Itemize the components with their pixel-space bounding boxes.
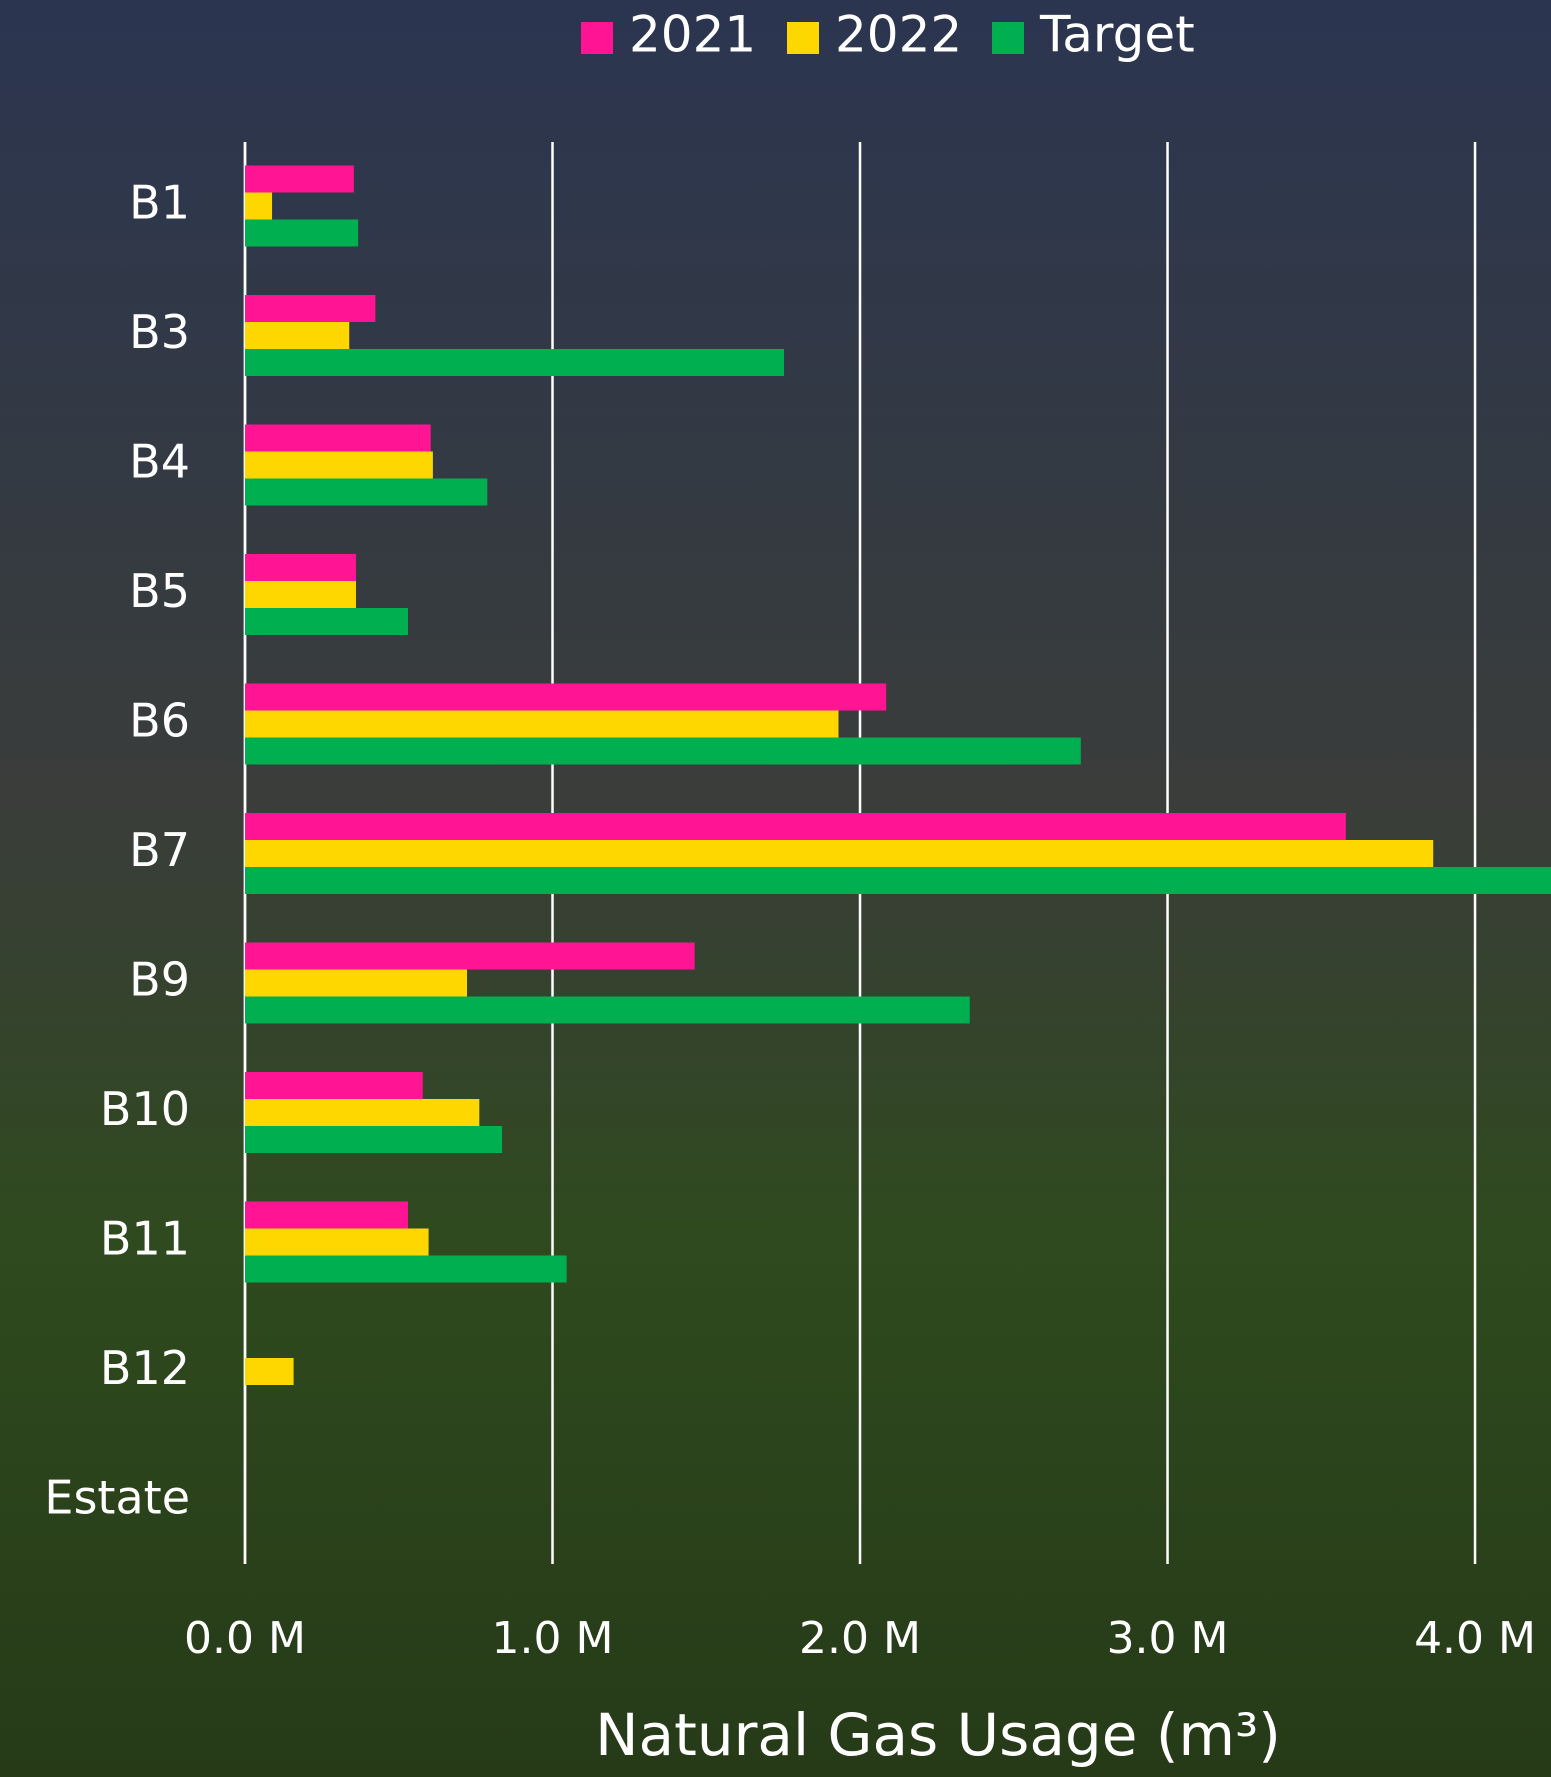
x-tick-label: 1.0 M [492,1613,614,1664]
bar [245,996,970,1024]
bar [245,840,1434,867]
x-tick-label: 4.0 M [1414,1613,1536,1664]
legend-swatch [992,22,1024,54]
bar [245,813,1346,840]
y-tick-label: B9 [129,953,190,1007]
bar [245,942,695,970]
x-tick-label: 0.0 M [184,1613,306,1664]
bar [245,295,376,322]
x-axis-title: Natural Gas Usage (m³) [595,1701,1281,1769]
bar [245,1255,567,1283]
bar [245,969,468,997]
bar [245,1099,480,1126]
bar [245,1358,294,1385]
legend-label: 2021 [629,6,756,64]
legend-label: 2022 [835,6,962,64]
bar [245,219,359,247]
x-tick-label: 3.0 M [1107,1613,1229,1664]
bar [245,424,431,452]
y-tick-label: Estate [44,1471,190,1525]
y-tick-label: B12 [100,1341,190,1395]
bar [245,710,839,738]
bar [245,1126,503,1153]
bar [245,867,1551,894]
bar [245,192,273,220]
x-tick-label: 2.0 M [799,1613,921,1664]
bar [245,581,357,608]
bar [245,683,887,711]
bar [245,1201,408,1229]
y-tick-label: B11 [100,1212,190,1266]
bar [245,1072,423,1099]
y-tick-label: B6 [129,694,190,748]
bar [245,737,1081,765]
y-tick-label: B10 [100,1082,190,1136]
bar [245,478,488,506]
legend-label: Target [1039,6,1195,64]
bar [245,349,785,376]
bar [245,322,350,349]
y-tick-label: B3 [129,305,190,359]
bar [245,451,433,479]
y-tick-label: B4 [129,435,190,489]
y-tick-label: B5 [129,564,190,618]
legend-swatch [787,22,819,54]
y-tick-label: B7 [129,823,190,877]
legend-swatch [581,22,613,54]
bar [245,608,408,635]
bar [245,554,357,581]
bar [245,1228,429,1256]
y-tick-label: B1 [129,176,190,230]
bar [245,165,354,193]
